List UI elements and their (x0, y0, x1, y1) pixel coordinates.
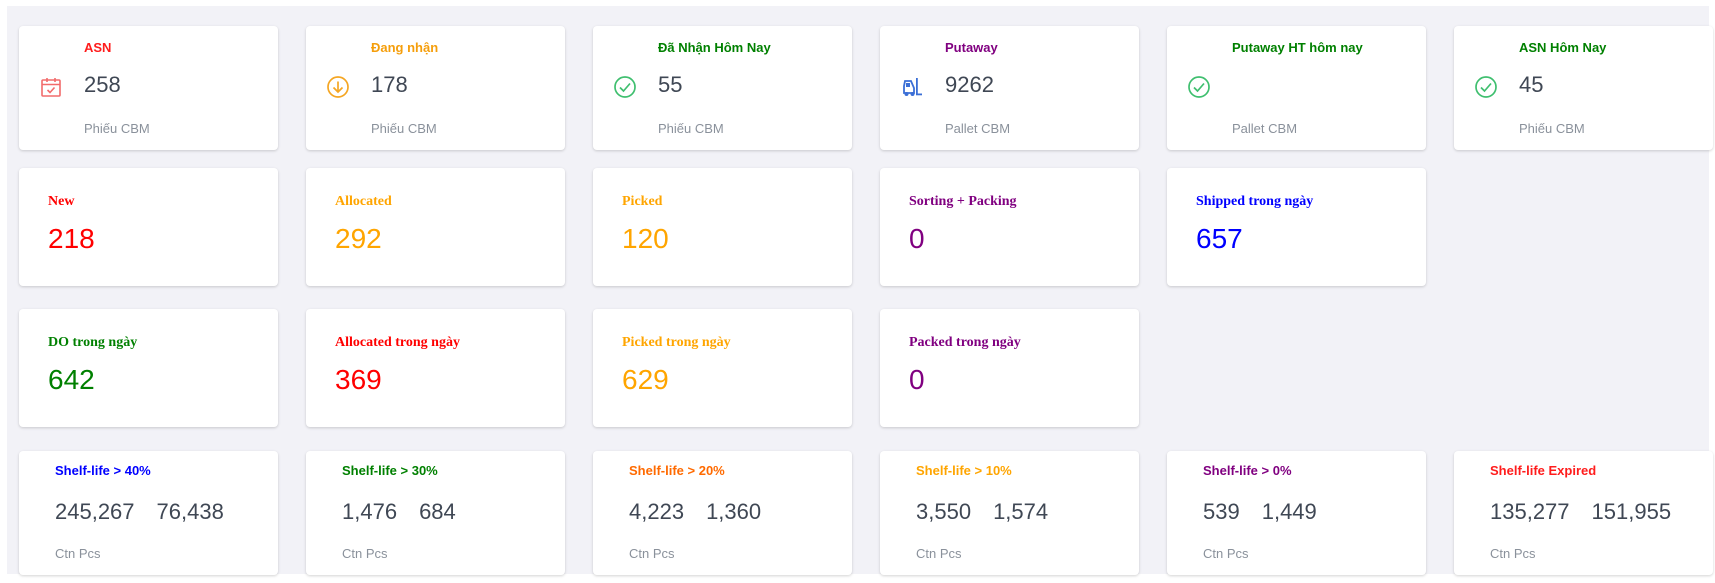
card-subtitle: Ctn Pcs (629, 546, 675, 561)
picked-card[interactable]: Picked 120 (593, 168, 852, 286)
pcs-value: 1,449 (1261, 499, 1317, 524)
received-today-card[interactable]: Đã Nhận Hôm Nay 55 Phiếu CBM (593, 26, 852, 150)
card-value: 45 (1519, 72, 1544, 97)
picked-today-card[interactable]: Picked trong ngày 629 (593, 309, 852, 427)
pcs-value: 151,955 (1591, 499, 1672, 524)
card-value: 0 (909, 364, 925, 395)
shipped-today-card[interactable]: Shipped trong ngày 657 (1167, 168, 1426, 286)
card-title: Đã Nhận Hôm Nay (658, 40, 771, 55)
check-circle-icon (1474, 75, 1498, 99)
forklift-icon (900, 75, 924, 99)
card-value: 0 (909, 223, 925, 254)
card-title: ASN Hôm Nay (1519, 40, 1607, 55)
card-value: 178 (371, 72, 408, 97)
new-orders-card[interactable]: New 218 (19, 168, 278, 286)
packed-today-card[interactable]: Packed trong ngày 0 (880, 309, 1139, 427)
card-title: Shelf-life > 30% (342, 463, 438, 478)
card-title: Sorting + Packing (909, 194, 1017, 209)
card-title: Shelf-life > 40% (55, 463, 151, 478)
sorting-packing-card[interactable]: Sorting + Packing 0 (880, 168, 1139, 286)
pcs-value: 76,438 (156, 499, 224, 524)
card-title: Shelf-life > 20% (629, 463, 725, 478)
card-value: 55 (658, 72, 683, 97)
ctn-value: 3,550 (916, 499, 972, 524)
card-subtitle: Ctn Pcs (55, 546, 101, 561)
card-title: Allocated trong ngày (335, 335, 460, 350)
card-value: 657 (1196, 223, 1243, 254)
card-title: Đang nhận (371, 40, 439, 55)
card-title: Shelf-life > 10% (916, 463, 1012, 478)
card-title: ASN (84, 40, 112, 55)
card-subtitle: Ctn Pcs (1490, 546, 1536, 561)
check-circle-icon (613, 75, 637, 99)
card-values: 1,476 684 (342, 499, 456, 525)
allocated-card[interactable]: Allocated 292 (306, 168, 565, 286)
do-today-card[interactable]: DO trong ngày 642 (19, 309, 278, 427)
card-subtitle: Phiếu CBM (658, 121, 724, 136)
pcs-value: 1,360 (706, 499, 762, 524)
card-values: 135,277 151,955 (1490, 499, 1671, 525)
ctn-value: 539 (1203, 499, 1240, 524)
check-circle-icon (1187, 75, 1211, 99)
shelf-life-0-card[interactable]: Shelf-life > 0% 539 1,449 Ctn Pcs (1167, 451, 1426, 575)
card-value: 218 (48, 223, 95, 254)
ctn-value: 135,277 (1490, 499, 1570, 524)
card-title: Packed trong ngày (909, 335, 1021, 350)
pcs-value: 1,574 (993, 499, 1049, 524)
card-value: 642 (48, 364, 95, 395)
asn-today-card[interactable]: ASN Hôm Nay 45 Phiếu CBM (1454, 26, 1713, 150)
calendar-check-icon (39, 75, 63, 99)
card-values: 3,550 1,574 (916, 499, 1048, 525)
card-title: Picked (622, 194, 663, 209)
ctn-value: 4,223 (629, 499, 685, 524)
shelf-life-expired-card[interactable]: Shelf-life Expired 135,277 151,955 Ctn Pc… (1454, 451, 1713, 575)
putaway-card[interactable]: Putaway 9262 Pallet CBM (880, 26, 1139, 150)
card-subtitle: Phiếu CBM (84, 121, 150, 136)
card-value: 292 (335, 223, 382, 254)
card-value: 629 (622, 364, 669, 395)
card-values: 539 1,449 (1203, 499, 1317, 525)
card-value: 120 (622, 223, 669, 254)
card-value: 258 (84, 72, 121, 97)
card-title: DO trong ngày (48, 335, 138, 350)
card-title: Putaway (945, 40, 998, 55)
card-value: 369 (335, 364, 382, 395)
card-subtitle: Ctn Pcs (1203, 546, 1249, 561)
card-title: Shipped trong ngày (1196, 194, 1314, 209)
arrow-down-circle-icon (326, 75, 350, 99)
card-subtitle: Phiếu CBM (371, 121, 437, 136)
card-title: Shelf-life > 0% (1203, 463, 1292, 478)
card-subtitle: Pallet CBM (945, 121, 1011, 136)
asn-card[interactable]: ASN 258 Phiếu CBM (19, 26, 278, 150)
receiving-card[interactable]: Đang nhận 178 Phiếu CBM (306, 26, 565, 150)
card-title: Picked trong ngày (622, 335, 731, 350)
card-value: 9262 (945, 72, 994, 97)
card-subtitle: Pallet CBM (1232, 121, 1298, 136)
card-subtitle: Ctn Pcs (916, 546, 962, 561)
allocated-today-card[interactable]: Allocated trong ngày 369 (306, 309, 565, 427)
card-values: 245,267 76,438 (55, 499, 224, 525)
dashboard: ASN 258 Phiếu CBM Đang nhận 178 Phiếu CB… (7, 6, 1713, 575)
ctn-value: 1,476 (342, 499, 398, 524)
ctn-value: 245,267 (55, 499, 135, 524)
shelf-life-30-card[interactable]: Shelf-life > 30% 1,476 684 Ctn Pcs (306, 451, 565, 575)
shelf-life-10-card[interactable]: Shelf-life > 10% 3,550 1,574 Ctn Pcs (880, 451, 1139, 575)
shelf-life-20-card[interactable]: Shelf-life > 20% 4,223 1,360 Ctn Pcs (593, 451, 852, 575)
card-subtitle: Ctn Pcs (342, 546, 388, 561)
card-values: 4,223 1,360 (629, 499, 761, 525)
shelf-life-40-card[interactable]: Shelf-life > 40% 245,267 76,438 Ctn Pcs (19, 451, 278, 575)
putaway-done-today-card[interactable]: Putaway HT hôm nay Pallet CBM (1167, 26, 1426, 150)
pcs-value: 684 (419, 499, 456, 524)
card-title: New (48, 194, 75, 209)
card-title: Putaway HT hôm nay (1232, 40, 1363, 55)
card-title: Shelf-life Expired (1490, 463, 1597, 478)
card-subtitle: Phiếu CBM (1519, 121, 1585, 136)
card-title: Allocated (335, 194, 392, 209)
